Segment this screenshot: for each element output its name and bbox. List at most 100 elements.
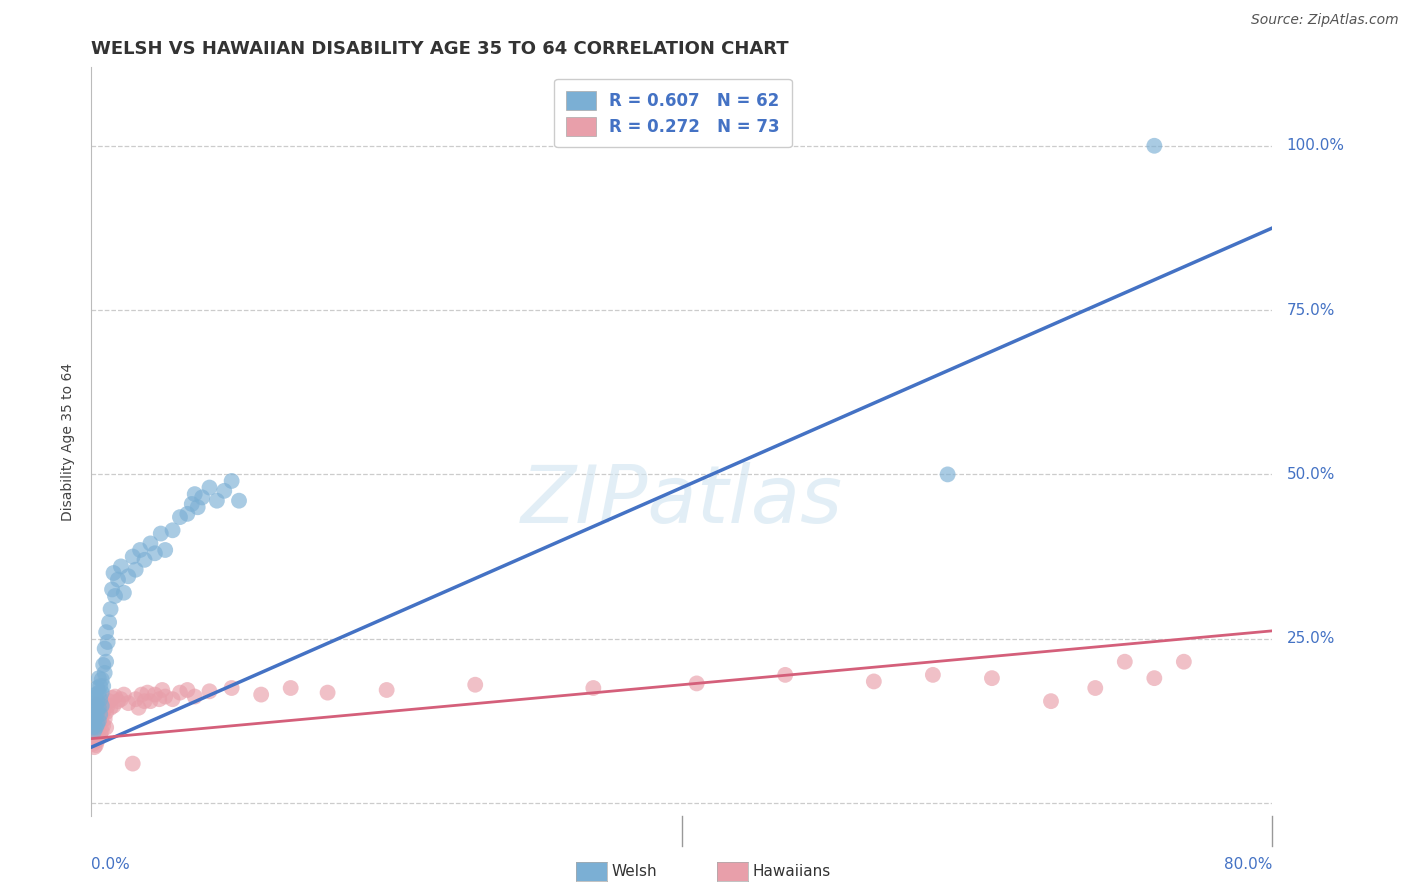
Point <box>100 602 122 616</box>
Point <box>84 721 107 735</box>
Point <box>922 668 945 682</box>
Point <box>90 685 112 699</box>
Point <box>83 700 105 714</box>
Point <box>162 523 184 537</box>
Point <box>221 474 243 488</box>
Point <box>97 698 120 713</box>
Point <box>250 688 273 702</box>
Point <box>169 510 191 524</box>
Text: Welsh: Welsh <box>612 864 657 879</box>
Point <box>90 673 112 687</box>
Point <box>107 694 129 708</box>
Point <box>183 690 207 704</box>
Point <box>101 582 124 597</box>
Point <box>89 707 111 722</box>
Point <box>87 718 110 732</box>
Point <box>84 738 107 752</box>
Point <box>936 467 959 482</box>
Point <box>981 671 1004 685</box>
Text: 0.0%: 0.0% <box>91 857 131 872</box>
Point <box>87 700 110 714</box>
Point <box>84 698 107 713</box>
Text: Source: ZipAtlas.com: Source: ZipAtlas.com <box>1251 13 1399 28</box>
Point <box>124 563 148 577</box>
Point <box>176 683 198 698</box>
Point <box>98 694 121 708</box>
Point <box>1040 694 1063 708</box>
Point <box>96 655 118 669</box>
Point <box>84 717 107 731</box>
Point <box>91 679 114 693</box>
Point <box>139 694 162 708</box>
Point <box>98 615 121 630</box>
Text: 100.0%: 100.0% <box>1286 138 1344 153</box>
Point <box>87 714 110 728</box>
Point <box>280 681 302 695</box>
Point <box>82 737 104 751</box>
Point <box>121 549 143 564</box>
Point <box>84 698 107 712</box>
Point <box>773 668 796 682</box>
Point <box>1114 655 1136 669</box>
Y-axis label: Disability Age 35 to 64: Disability Age 35 to 64 <box>62 362 76 521</box>
Point <box>214 483 236 498</box>
Point <box>82 725 104 739</box>
Point <box>107 573 129 587</box>
Point <box>153 690 177 704</box>
Point <box>89 679 111 693</box>
Point <box>83 714 105 728</box>
Point <box>1143 671 1166 685</box>
Point <box>685 676 707 690</box>
Point <box>96 721 118 735</box>
Point <box>82 710 104 724</box>
Point <box>87 685 110 699</box>
Point <box>91 658 114 673</box>
Point <box>148 692 170 706</box>
Point <box>86 706 108 720</box>
Point <box>139 536 162 550</box>
Point <box>101 690 124 705</box>
Point <box>86 681 108 695</box>
Point <box>375 683 398 698</box>
Point <box>89 702 111 716</box>
Point <box>862 674 886 689</box>
Point <box>89 727 111 741</box>
Point <box>143 546 166 560</box>
Point <box>169 685 191 699</box>
Point <box>187 500 209 515</box>
Point <box>89 714 111 728</box>
Point <box>1084 681 1107 695</box>
Point <box>162 692 184 706</box>
Point <box>464 678 486 692</box>
Point <box>84 688 107 702</box>
Point <box>82 714 104 728</box>
Point <box>112 585 135 599</box>
Point <box>83 740 105 755</box>
Point <box>82 721 104 735</box>
Point <box>83 723 105 738</box>
Point <box>104 589 127 603</box>
Point <box>86 723 108 738</box>
Point <box>84 710 107 724</box>
Point <box>87 696 110 710</box>
Point <box>191 491 214 505</box>
Point <box>84 727 107 741</box>
Point <box>205 493 228 508</box>
Point <box>96 625 118 640</box>
Point <box>112 688 135 702</box>
Point <box>93 641 115 656</box>
Point <box>117 696 139 710</box>
Point <box>131 688 153 702</box>
Point <box>180 497 202 511</box>
Point <box>86 733 108 747</box>
Text: WELSH VS HAWAIIAN DISABILITY AGE 35 TO 64 CORRELATION CHART: WELSH VS HAWAIIAN DISABILITY AGE 35 TO 6… <box>91 40 789 58</box>
Point <box>93 712 115 726</box>
Point <box>104 690 127 704</box>
Point <box>134 553 156 567</box>
Point <box>84 707 107 722</box>
Point <box>86 717 108 731</box>
Point <box>93 665 115 680</box>
Point <box>83 710 105 724</box>
Point <box>316 685 339 699</box>
Point <box>103 698 125 713</box>
